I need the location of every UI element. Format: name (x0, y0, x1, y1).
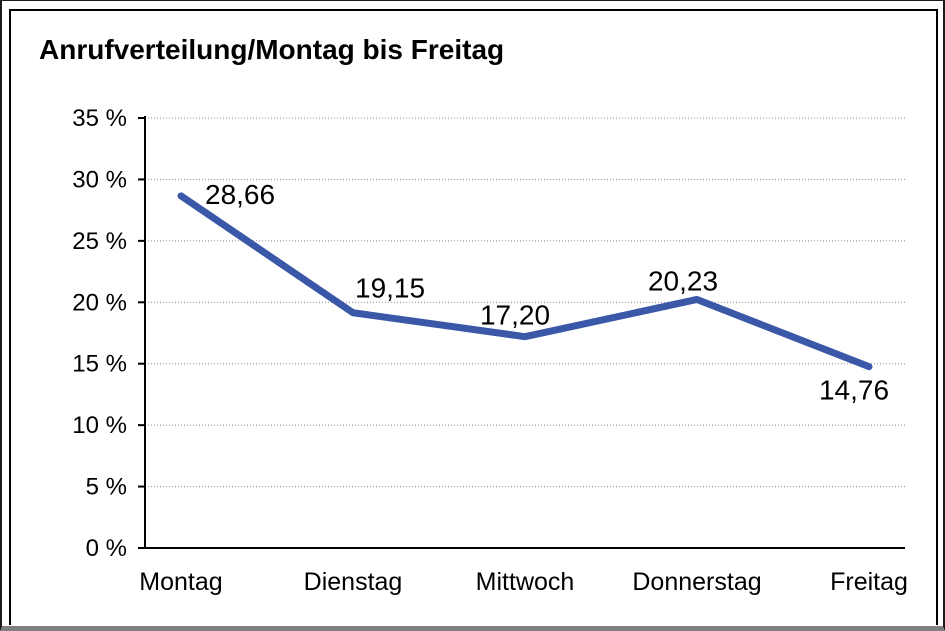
chart-frame (9, 9, 938, 625)
data-label: 14,76 (819, 375, 889, 406)
chart-title: Anrufverteilung/Montag bis Freitag (39, 34, 505, 65)
x-axis-label: Montag (139, 568, 222, 596)
y-axis-label: 35 % (72, 105, 127, 132)
y-axis-label: 25 % (72, 228, 127, 255)
x-axis-label: Dienstag (304, 568, 403, 596)
y-axis-label: 20 % (72, 289, 127, 316)
y-axis-label: 5 % (86, 474, 127, 501)
data-line (177, 192, 873, 371)
y-axis-label: 30 % (72, 166, 127, 193)
data-label: 20,23 (648, 265, 718, 296)
x-axis-label: Donnerstag (632, 568, 761, 596)
data-label: 19,15 (355, 273, 425, 304)
data-label: 17,20 (480, 300, 550, 331)
data-label: 28,66 (205, 179, 275, 210)
y-axis-label: 10 % (72, 412, 127, 439)
y-axis-label: 15 % (72, 351, 127, 378)
x-axis-label: Freitag (830, 568, 908, 596)
x-axis-label: Mittwoch (476, 568, 575, 596)
y-axis-label: 0 % (86, 535, 127, 562)
